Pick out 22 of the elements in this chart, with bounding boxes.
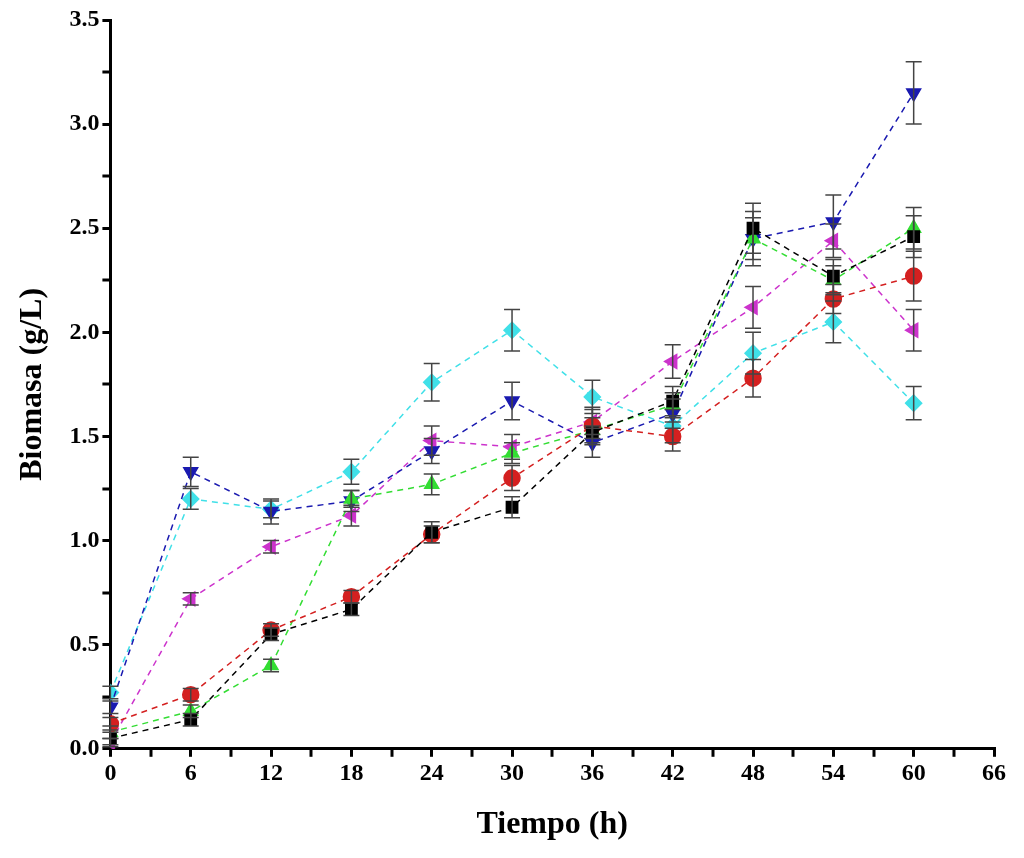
y-tick-label: 2.5	[69, 213, 100, 240]
y-tick-label: 1.5	[69, 421, 100, 448]
y-tick-label: 0.5	[69, 629, 100, 656]
y-axis-title: Biomasa (g/L)	[12, 287, 49, 481]
y-tick-label: 2.0	[69, 317, 100, 344]
x-tick-label: 36	[580, 759, 605, 786]
x-tick-label: 42	[660, 759, 685, 786]
x-tick-label: 60	[901, 759, 926, 786]
x-tick-label: 48	[741, 759, 766, 786]
y-tick-label: 3.0	[69, 109, 100, 136]
y-tick-label: 1.0	[69, 525, 100, 552]
x-tick-label: 18	[339, 759, 364, 786]
text: 0.0	[69, 734, 100, 760]
x-tick-label: 6	[184, 759, 197, 786]
y-tick-label: 3.5	[69, 5, 100, 32]
x-axis-title: Tiempo (h)	[476, 804, 628, 841]
x-tick-label: 12	[259, 759, 284, 786]
x-tick-label: 30	[500, 759, 525, 786]
x-tick-label: 24	[419, 759, 444, 786]
x-tick-label: 54	[821, 759, 846, 786]
x-tick-label: 0	[104, 759, 117, 786]
x-tick-label: 66	[982, 759, 1006, 786]
